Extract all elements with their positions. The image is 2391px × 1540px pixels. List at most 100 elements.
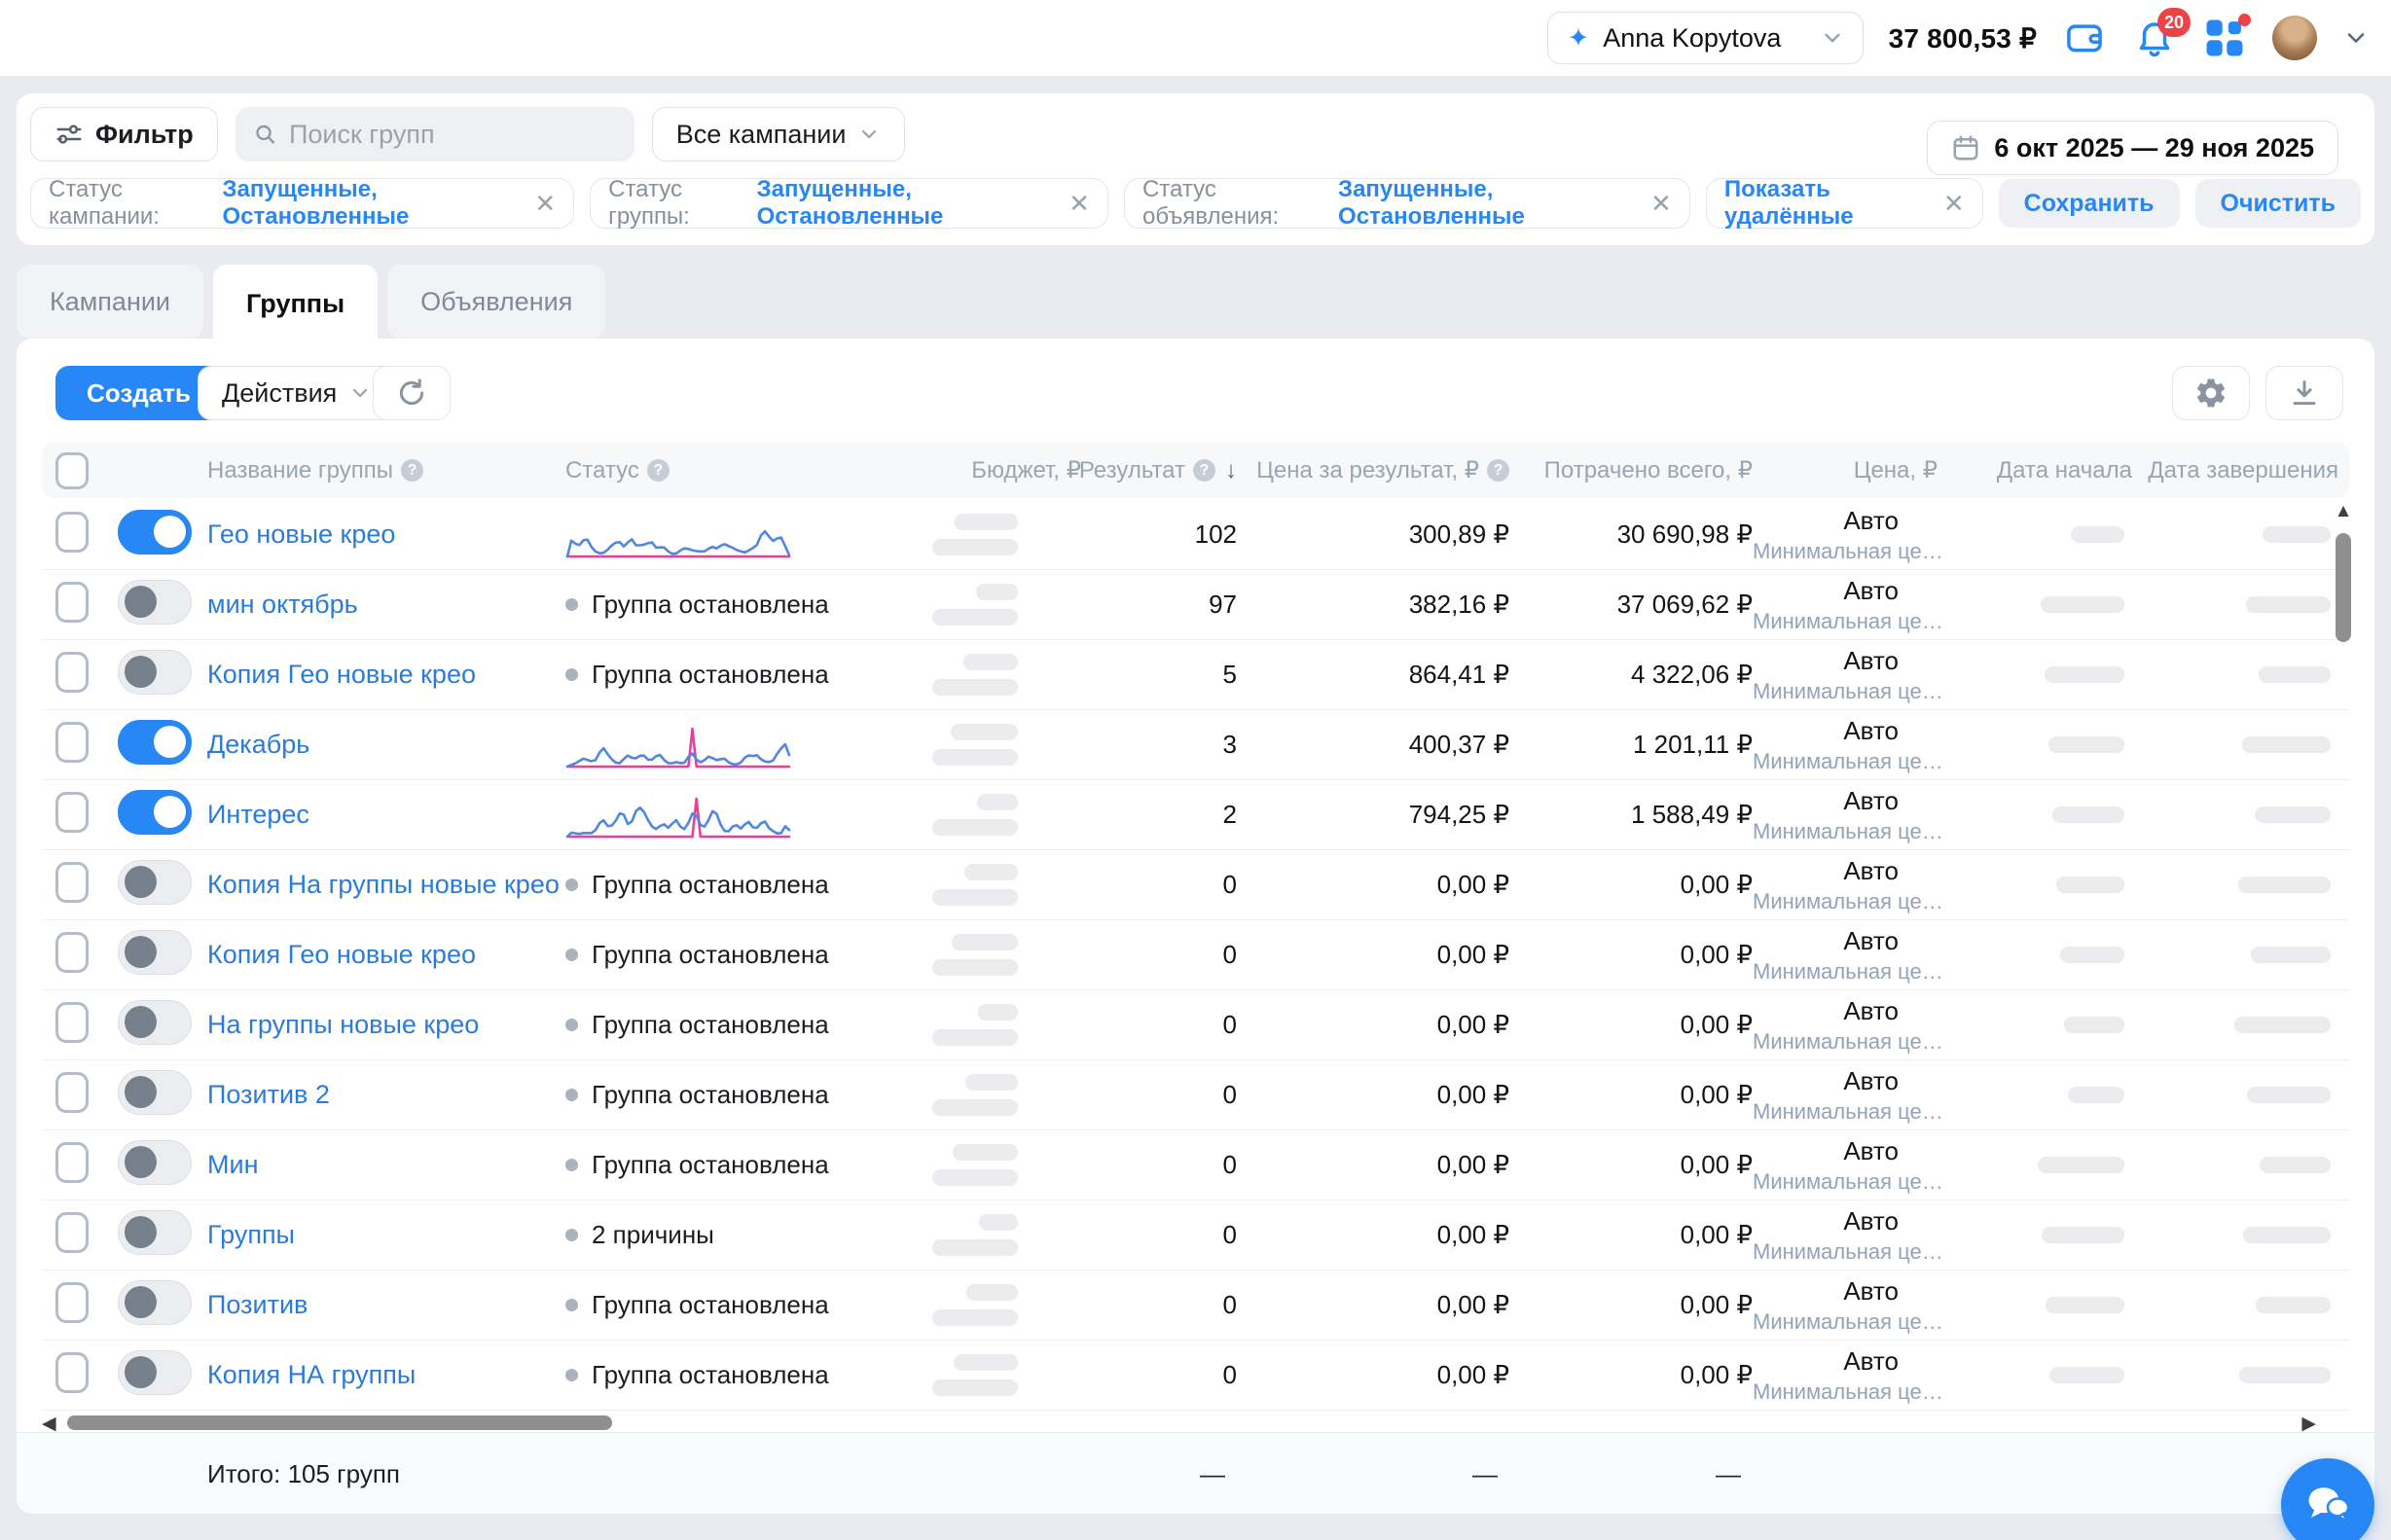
row-checkbox[interactable] (55, 1352, 89, 1393)
row-checkbox[interactable] (55, 652, 89, 693)
budget-cell (887, 934, 1081, 976)
row-toggle[interactable] (118, 1000, 192, 1045)
row-checkbox[interactable] (55, 792, 89, 833)
table-row: Позитив 2 Группа остановлена 0 0,00 ₽ 0,… (42, 1060, 2349, 1130)
group-name-link[interactable]: Позитив 2 (207, 1080, 330, 1109)
group-name-link[interactable]: Группы (207, 1220, 295, 1249)
price-strategy: Минимальная це… (1753, 1379, 1938, 1405)
close-icon[interactable]: ✕ (1069, 191, 1090, 216)
search-input[interactable] (289, 120, 617, 150)
avatar[interactable] (2272, 16, 2317, 60)
row-toggle[interactable] (118, 580, 192, 625)
close-icon[interactable]: ✕ (534, 191, 556, 216)
group-name-link[interactable]: Копия НА группы (207, 1360, 416, 1389)
table-row: Копия Гео новые крео Группа остановлена … (42, 920, 2349, 990)
group-name-link[interactable]: На группы новые крео (207, 1010, 479, 1039)
price-strategy: Минимальная це… (1753, 1239, 1938, 1265)
row-checkbox[interactable] (55, 1282, 89, 1323)
select-all-checkbox[interactable] (55, 452, 89, 489)
status-dot (565, 878, 578, 891)
cost-per-result-value: 382,16 ₽ (1237, 590, 1509, 620)
row-toggle[interactable] (118, 1210, 192, 1255)
row-toggle[interactable] (118, 790, 192, 835)
row-toggle[interactable] (118, 510, 192, 555)
filter-chip-group-status[interactable]: Статус группы: Запущенные, Остановленные… (590, 178, 1108, 229)
group-name-link[interactable]: Декабрь (207, 730, 309, 759)
row-toggle[interactable] (118, 1070, 192, 1115)
campaigns-select[interactable]: Все кампании (652, 107, 906, 161)
help-icon[interactable]: ? (1193, 459, 1215, 482)
calendar-icon (1951, 133, 1980, 162)
save-filters-button[interactable]: Сохранить (1999, 179, 2180, 228)
help-icon[interactable]: ? (401, 459, 423, 482)
status-text: 2 причины (592, 1220, 714, 1250)
price-mode: Авто (1753, 1346, 1938, 1377)
status-dot (565, 1019, 578, 1031)
clear-filters-button[interactable]: Очистить (2195, 179, 2361, 228)
table-footer: Итого: 105 групп — — — (17, 1432, 2374, 1514)
apps-grid-icon[interactable] (2202, 16, 2247, 60)
group-name-link[interactable]: Интерес (207, 800, 309, 829)
group-name-link[interactable]: Гео новые крео (207, 519, 395, 549)
tab-groups[interactable]: Группы (213, 265, 378, 342)
horizontal-scrollbar-thumb[interactable] (67, 1415, 612, 1430)
row-checkbox[interactable] (55, 1212, 89, 1253)
sort-desc-icon[interactable]: ↓ (1225, 457, 1237, 484)
date-end-cell (2132, 1367, 2338, 1383)
vertical-scrollbar-thumb[interactable] (2336, 533, 2351, 642)
row-toggle[interactable] (118, 720, 192, 765)
group-name-link[interactable]: Копия Гео новые крео (207, 940, 476, 969)
price-cell: Авто Минимальная це… (1753, 786, 1938, 844)
help-icon[interactable]: ? (647, 459, 670, 482)
row-toggle[interactable] (118, 930, 192, 975)
refresh-button[interactable] (373, 366, 451, 420)
close-icon[interactable]: ✕ (1650, 191, 1672, 216)
search-groups-field[interactable] (235, 107, 634, 161)
row-checkbox[interactable] (55, 1142, 89, 1183)
group-name-link[interactable]: Мин (207, 1150, 258, 1179)
date-start-cell (1938, 1297, 2132, 1313)
filter-chip-campaign-status[interactable]: Статус кампании: Запущенные, Остановленн… (30, 178, 574, 229)
export-download-button[interactable] (2265, 366, 2343, 420)
filter-button[interactable]: Фильтр (30, 107, 218, 161)
date-end-cell (2132, 526, 2338, 543)
price-strategy: Минимальная це… (1753, 749, 1938, 774)
row-toggle[interactable] (118, 1280, 192, 1325)
row-checkbox[interactable] (55, 1002, 89, 1043)
date-range-picker[interactable]: 6 окт 2025 — 29 ноя 2025 (1927, 121, 2338, 175)
notifications-bell-icon[interactable]: 20 (2132, 16, 2177, 60)
filter-chip-ad-status[interactable]: Статус объявления: Запущенные, Остановле… (1124, 178, 1690, 229)
row-checkbox[interactable] (55, 1072, 89, 1113)
row-checkbox[interactable] (55, 932, 89, 973)
help-icon[interactable]: ? (1487, 459, 1509, 482)
price-mode: Авто (1753, 1136, 1938, 1166)
scroll-up-icon[interactable]: ▲ (2334, 502, 2353, 520)
wallet-icon[interactable] (2062, 16, 2107, 60)
filter-chip-show-deleted[interactable]: Показать удалённые ✕ (1706, 178, 1983, 229)
row-checkbox[interactable] (55, 582, 89, 623)
vertical-scrollbar[interactable]: ▲ ▼ (2334, 502, 2353, 1540)
group-name-link[interactable]: мин октябрь (207, 590, 358, 619)
actions-dropdown-button[interactable]: Действия (198, 366, 396, 420)
close-icon[interactable]: ✕ (1943, 191, 1965, 216)
row-checkbox[interactable] (55, 512, 89, 553)
group-status (565, 720, 887, 770)
group-name-link[interactable]: Копия Гео новые крео (207, 660, 476, 689)
profile-chevron-down-icon[interactable] (2342, 24, 2370, 52)
group-name-link[interactable]: Копия На группы новые крео (207, 870, 560, 899)
apps-notification-dot (2238, 14, 2251, 26)
group-status: 2 причины (565, 1220, 887, 1250)
row-toggle[interactable] (118, 860, 192, 905)
row-toggle[interactable] (118, 1350, 192, 1395)
tab-campaigns[interactable]: Кампании (17, 265, 203, 339)
row-toggle[interactable] (118, 650, 192, 695)
row-checkbox[interactable] (55, 722, 89, 763)
group-name-link[interactable]: Позитив (207, 1290, 308, 1319)
account-selector[interactable]: ✦ Anna Kopytova (1547, 12, 1864, 64)
row-checkbox[interactable] (55, 862, 89, 903)
date-start-cell (1938, 736, 2132, 753)
table-settings-button[interactable] (2172, 366, 2250, 420)
tab-ads[interactable]: Объявления (387, 265, 605, 339)
horizontal-scrollbar[interactable]: ◀ ▶ (42, 1415, 2316, 1432)
row-toggle[interactable] (118, 1140, 192, 1185)
